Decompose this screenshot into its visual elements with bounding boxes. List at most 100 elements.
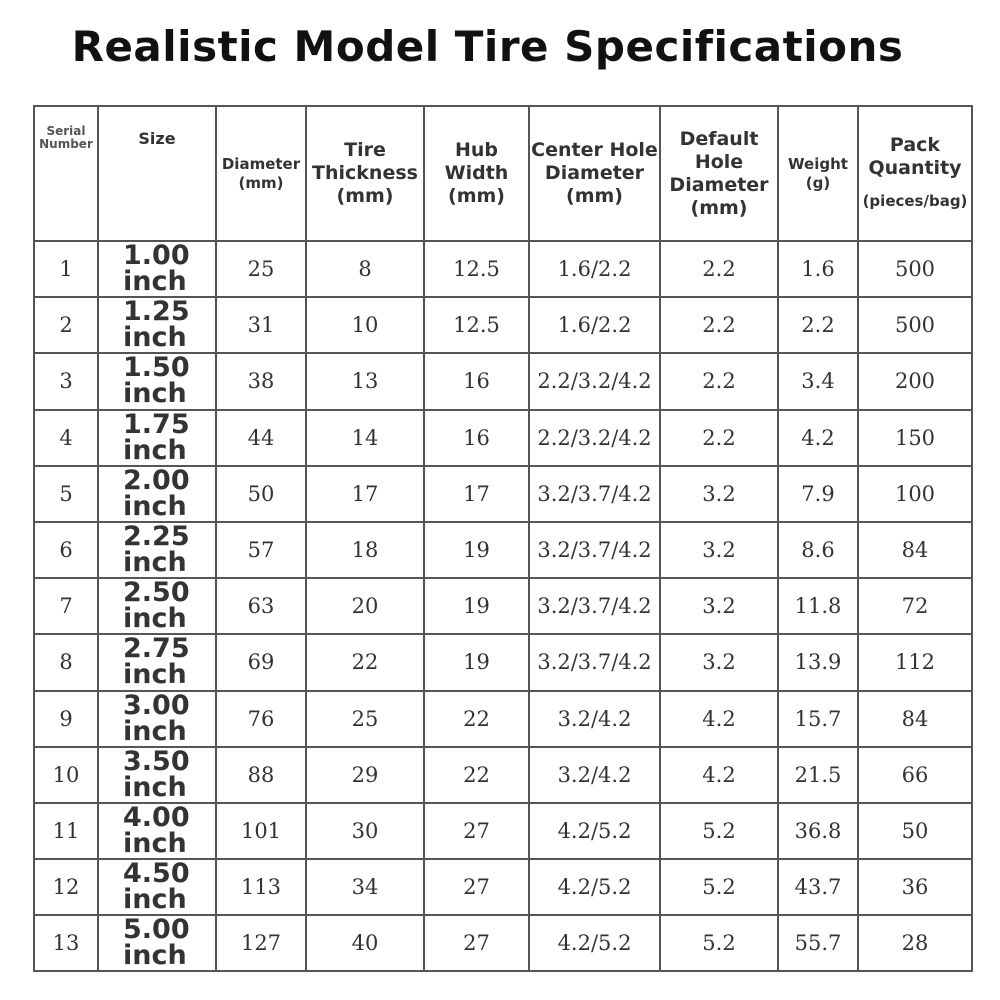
table-body: 1 1.00 inch 25 8 12.5 1.6/2.2 2.2 1.6 500 2 1.25 i… <box>33 239 973 973</box>
table-row: 11 4.00 inch 101 30 27 4.2/5.2 5.2 36.8 50 <box>33 801 973 861</box>
table-cell: 22 <box>423 689 530 748</box>
table-cell: 2 <box>33 296 99 355</box>
table-cell: 27 <box>423 914 530 973</box>
table-cell: 20 <box>305 577 425 636</box>
table-cell: 9 <box>33 689 99 748</box>
table-cell: 1.6/2.2 <box>528 296 661 355</box>
header-text: Width <box>444 162 509 184</box>
table-cell: 2.00 inch <box>97 464 217 523</box>
table-cell: 31 <box>215 296 307 355</box>
table-cell: 8 <box>33 633 99 692</box>
table-cell: 5.00 inch <box>97 914 217 973</box>
header-text: (pieces/bag) <box>862 192 968 210</box>
table-cell: 3.4 <box>777 352 859 411</box>
table-row: 10 3.50 inch 88 29 22 3.2/4.2 4.2 21.5 66 <box>33 745 973 804</box>
table-cell: 16 <box>423 352 530 411</box>
table-cell: 5 <box>33 464 99 523</box>
table-cell: 3.2/3.7/4.2 <box>528 520 661 580</box>
table-cell: 4.2 <box>659 745 779 804</box>
table-cell: 1.75 inch <box>97 408 217 467</box>
table-cell: 8.6 <box>777 520 859 580</box>
header-text: Diameter <box>669 173 769 196</box>
table-cell: 25 <box>215 239 307 299</box>
table-cell: 36.8 <box>777 801 859 861</box>
table-cell: 10 <box>33 745 99 804</box>
table-row: 13 5.00 inch 127 40 27 4.2/5.2 5.2 55.7 28 <box>33 914 973 973</box>
table-cell: 22 <box>423 745 530 804</box>
table-row: 5 2.00 inch 50 17 17 3.2/3.7/4.2 3.2 7.9 100 <box>33 464 973 523</box>
header-cell: Diameter (mm) <box>215 105 307 242</box>
table-cell: 30 <box>305 801 425 861</box>
header-text: Default <box>679 127 759 150</box>
table-cell: 38 <box>215 352 307 411</box>
table-cell: 63 <box>215 577 307 636</box>
table-row: 9 3.00 inch 76 25 22 3.2/4.2 4.2 15.7 84 <box>33 689 973 748</box>
table-cell: 5.2 <box>659 914 779 973</box>
table-cell: 112 <box>857 633 973 692</box>
header-text: (g) <box>805 173 831 192</box>
table-cell: 16 <box>423 408 530 467</box>
table-cell: 1.50 inch <box>97 352 217 411</box>
table-cell: 44 <box>215 408 307 467</box>
header-text: Diameter <box>544 162 645 184</box>
table-cell: 34 <box>305 858 425 917</box>
table-cell: 72 <box>857 577 973 636</box>
header-cell: Hub Width (mm) <box>423 105 530 242</box>
table-cell: 100 <box>857 464 973 523</box>
table-cell: 11.8 <box>777 577 859 636</box>
table-cell: 28 <box>857 914 973 973</box>
table-cell: 12.5 <box>423 296 530 355</box>
header-row: Serial Number Size Diameter (mm) Tire Thicknes… <box>33 105 973 242</box>
table-cell: 500 <box>857 296 973 355</box>
header-cell: Weight (g) <box>777 105 859 242</box>
header-text: (mm) <box>448 185 505 207</box>
table-cell: 8 <box>305 239 425 299</box>
table-cell: 13 <box>305 352 425 411</box>
table-cell: 3.00 inch <box>97 689 217 748</box>
table-cell: 3.2 <box>659 633 779 692</box>
table-cell: 2.2/3.2/4.2 <box>528 408 661 467</box>
header-text: (mm) <box>238 173 284 192</box>
table-cell: 7 <box>33 577 99 636</box>
header-text: Center Hole <box>531 139 658 161</box>
table-cell: 15.7 <box>777 689 859 748</box>
table-cell: 40 <box>305 914 425 973</box>
header-text: Pack <box>889 134 941 156</box>
table-cell: 4.2/5.2 <box>528 858 661 917</box>
table-cell: 10 <box>305 296 425 355</box>
table-row: 4 1.75 inch 44 14 16 2.2/3.2/4.2 2.2 4.2 150 <box>33 408 973 467</box>
table-cell: 66 <box>857 745 973 804</box>
header-text: Weight <box>788 154 848 173</box>
header-cell: Serial Number <box>33 105 99 242</box>
table-cell: 101 <box>215 801 307 861</box>
table-cell: 2.25 inch <box>97 520 217 580</box>
table-cell: 17 <box>423 464 530 523</box>
table-row: 3 1.50 inch 38 13 16 2.2/3.2/4.2 2.2 3.4 200 <box>33 352 973 411</box>
header-cell: Center Hole Diameter (mm) <box>528 105 661 242</box>
header-text: (mm) <box>566 185 623 207</box>
header-cell: Pack Quantity (pieces/bag) <box>857 105 973 242</box>
table-cell: 19 <box>423 520 530 580</box>
table-cell: 3.2/4.2 <box>528 745 661 804</box>
table-cell: 13.9 <box>777 633 859 692</box>
table-cell: 5.2 <box>659 858 779 917</box>
table-cell: 2.75 inch <box>97 633 217 692</box>
header-text: Thickness <box>312 162 418 184</box>
header-cell: Size <box>97 105 217 242</box>
header-text: Quantity <box>868 157 962 179</box>
table-cell: 200 <box>857 352 973 411</box>
table-cell: 19 <box>423 633 530 692</box>
table-cell: 84 <box>857 520 973 580</box>
spec-table: Serial Number Size Diameter (mm) Tire Thicknes… <box>33 105 973 973</box>
table-row: 8 2.75 inch 69 22 19 3.2/3.7/4.2 3.2 13.9 112 <box>33 633 973 692</box>
table-cell: 3.2/3.7/4.2 <box>528 633 661 692</box>
table-cell: 55.7 <box>777 914 859 973</box>
table-cell: 19 <box>423 577 530 636</box>
header-text: Serial <box>46 124 86 138</box>
table-row: 6 2.25 inch 57 18 19 3.2/3.7/4.2 3.2 8.6 84 <box>33 520 973 580</box>
table-cell: 127 <box>215 914 307 973</box>
table-cell: 6 <box>33 520 99 580</box>
header-text: Hole <box>694 150 744 173</box>
table-cell: 3.2/4.2 <box>528 689 661 748</box>
header-text: Hub <box>454 139 499 161</box>
